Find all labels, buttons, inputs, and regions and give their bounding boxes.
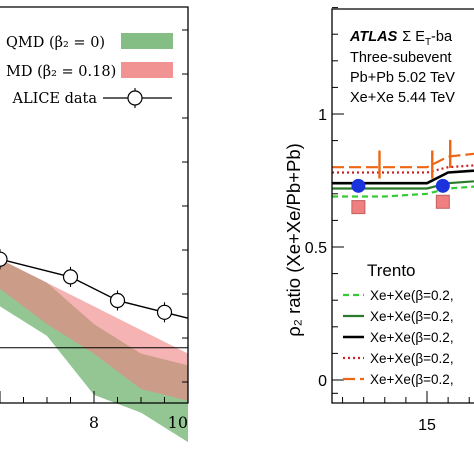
red-square-point bbox=[351, 200, 366, 215]
left-legend-marker-3 bbox=[103, 88, 172, 108]
alice-data-point bbox=[62, 266, 79, 287]
right-legend: Trento Xe+Xe(β=0.2, Xe+Xe(β=0.2, Xe+Xe(β… bbox=[343, 261, 454, 387]
blue-circle-point bbox=[435, 178, 450, 193]
right-legend-label-5: Xe+Xe(β=0.2, bbox=[370, 372, 454, 387]
right-series-line-1 bbox=[332, 185, 474, 198]
band-2 bbox=[0, 259, 188, 401]
right-legend-label-1: Xe+Xe(β=0.2, bbox=[370, 288, 454, 303]
left-x-tick-label: 10 bbox=[168, 413, 188, 432]
left-legend-swatch-2 bbox=[121, 62, 173, 78]
right-lines-layer bbox=[332, 139, 474, 198]
right-annotation: ATLAS Σ ET-ba Three-subevent Pb+Pb 5.02 T… bbox=[349, 29, 455, 106]
right-legend-label-2: Xe+Xe(β=0.2, bbox=[370, 309, 454, 324]
right-y-tick-label: 1 bbox=[318, 107, 327, 124]
right-series-line-2 bbox=[332, 180, 474, 190]
left-legend: QMD (β₂ = 0) MD (β₂ = 0.18) ALICE data bbox=[6, 33, 173, 108]
annotation-line-3: Pb+Pb 5.02 TeV bbox=[350, 70, 455, 86]
right-plot-frame bbox=[331, 8, 474, 404]
right-legend-label-3: Xe+Xe(β=0.2, bbox=[370, 330, 454, 345]
blue-circle-point bbox=[351, 178, 366, 193]
left-legend-label-3: ALICE data bbox=[11, 91, 97, 107]
right-points-layer bbox=[351, 178, 450, 215]
right-ticks-layer: 0 0.5 1 15 bbox=[305, 7, 470, 434]
left-bands-layer bbox=[0, 259, 188, 443]
right-series-line-3 bbox=[332, 169, 474, 185]
right-y-tick-label: 0.5 bbox=[305, 240, 327, 257]
annotation-line-2: Three-subevent bbox=[350, 50, 452, 66]
left-legend-swatch-1 bbox=[121, 33, 173, 49]
left-x-tick-label: 8 bbox=[89, 413, 99, 432]
right-x-tick-label: 15 bbox=[418, 417, 436, 434]
right-y-tick-label: 0 bbox=[318, 373, 327, 390]
right-y-axis-label: ρ₂ ratio (Xe+Xe/Pb+Pb) bbox=[283, 143, 304, 337]
left-points-layer bbox=[0, 249, 173, 323]
right-series-line-4 bbox=[332, 164, 474, 174]
right-series-line-5 bbox=[332, 152, 474, 169]
right-legend-title: Trento bbox=[367, 261, 416, 280]
alice-data-point bbox=[109, 290, 126, 311]
right-chart-panel: ρ₂ ratio (Xe+Xe/Pb+Pb) 0 0.5 1 15 ATLAS Σ ET… bbox=[283, 7, 474, 434]
left-legend-label-1: QMD (β₂ = 0) bbox=[6, 35, 105, 51]
left-chart-panel: 8 10 QMD (β₂ = 0) MD (β₂ = 0.18) ALICE da… bbox=[0, 6, 189, 443]
annotation-line-4: Xe+Xe 5.44 TeV bbox=[350, 90, 455, 106]
right-legend-label-4: Xe+Xe(β=0.2, bbox=[370, 351, 454, 366]
left-legend-label-2: MD (β₂ = 0.18) bbox=[6, 64, 116, 80]
alice-data-point bbox=[0, 249, 8, 270]
annotation-line-1: ATLAS Σ ET-ba bbox=[349, 29, 453, 48]
alice-data-point bbox=[156, 302, 173, 323]
left-ticks-layer: 8 10 bbox=[0, 29, 189, 432]
red-square-point bbox=[435, 194, 450, 209]
